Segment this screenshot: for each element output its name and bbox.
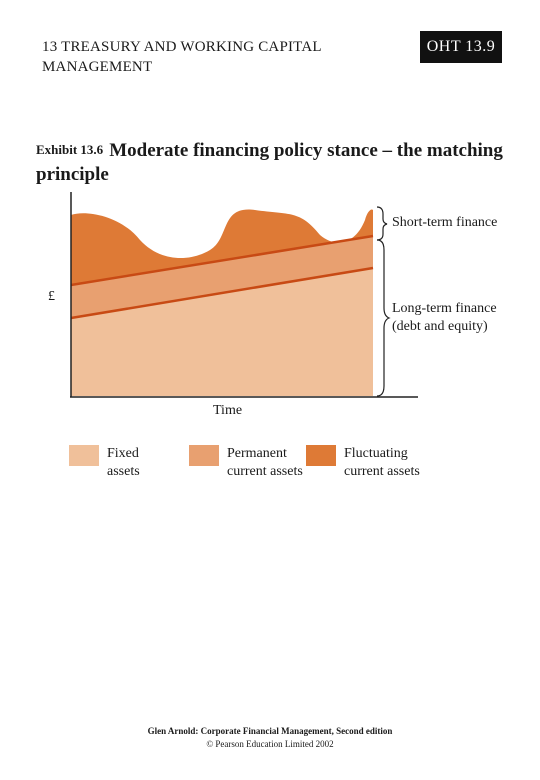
legend-label-fluctuating: Fluctuating current assets	[344, 446, 420, 479]
exhibit-number: Exhibit 13.6	[36, 142, 104, 157]
legend-permanent-current-assets: Permanent current assets	[189, 445, 307, 481]
legend-swatch-fixed	[69, 445, 99, 466]
legend-swatch-permanent	[189, 445, 219, 466]
fixed-boundary-line	[70, 266, 374, 320]
long-term-finance-label: Long-term finance (debt and equity)	[392, 301, 497, 334]
legend-swatch-fluctuating	[306, 445, 336, 466]
fixed-assets-area	[71, 268, 373, 396]
permanent-boundary-line	[70, 234, 374, 287]
short-term-brace	[376, 206, 388, 241]
legend-fluctuating-current-assets: Fluctuating current assets	[306, 445, 424, 481]
slide-number-badge: OHT 13.9	[420, 31, 502, 63]
legend-label-fixed: Fixed assets	[107, 446, 140, 479]
financing-diagram	[70, 192, 418, 398]
long-term-brace	[376, 239, 391, 397]
permanent-assets-area	[71, 236, 373, 318]
exhibit-heading: Exhibit 13.6 Moderate financing policy st…	[36, 138, 506, 187]
footer: Glen Arnold: Corporate Financial Managem…	[0, 725, 540, 751]
y-axis-label: £	[48, 289, 55, 304]
chapter-title: 13 TREASURY AND WORKING CAPITAL MANAGEME…	[42, 39, 322, 75]
legend-fixed-assets: Fixed assets	[69, 445, 157, 481]
short-term-finance-label: Short-term finance	[392, 215, 498, 230]
fluctuating-assets-area	[71, 209, 373, 285]
legend-label-permanent: Permanent current assets	[227, 446, 303, 479]
footer-book-reference: Glen Arnold: Corporate Financial Managem…	[147, 726, 393, 736]
footer-copyright: © Pearson Education Limited 2002	[206, 739, 334, 749]
x-axis-label: Time	[213, 403, 243, 418]
exhibit-title: Moderate financing policy stance – the m…	[36, 140, 503, 185]
